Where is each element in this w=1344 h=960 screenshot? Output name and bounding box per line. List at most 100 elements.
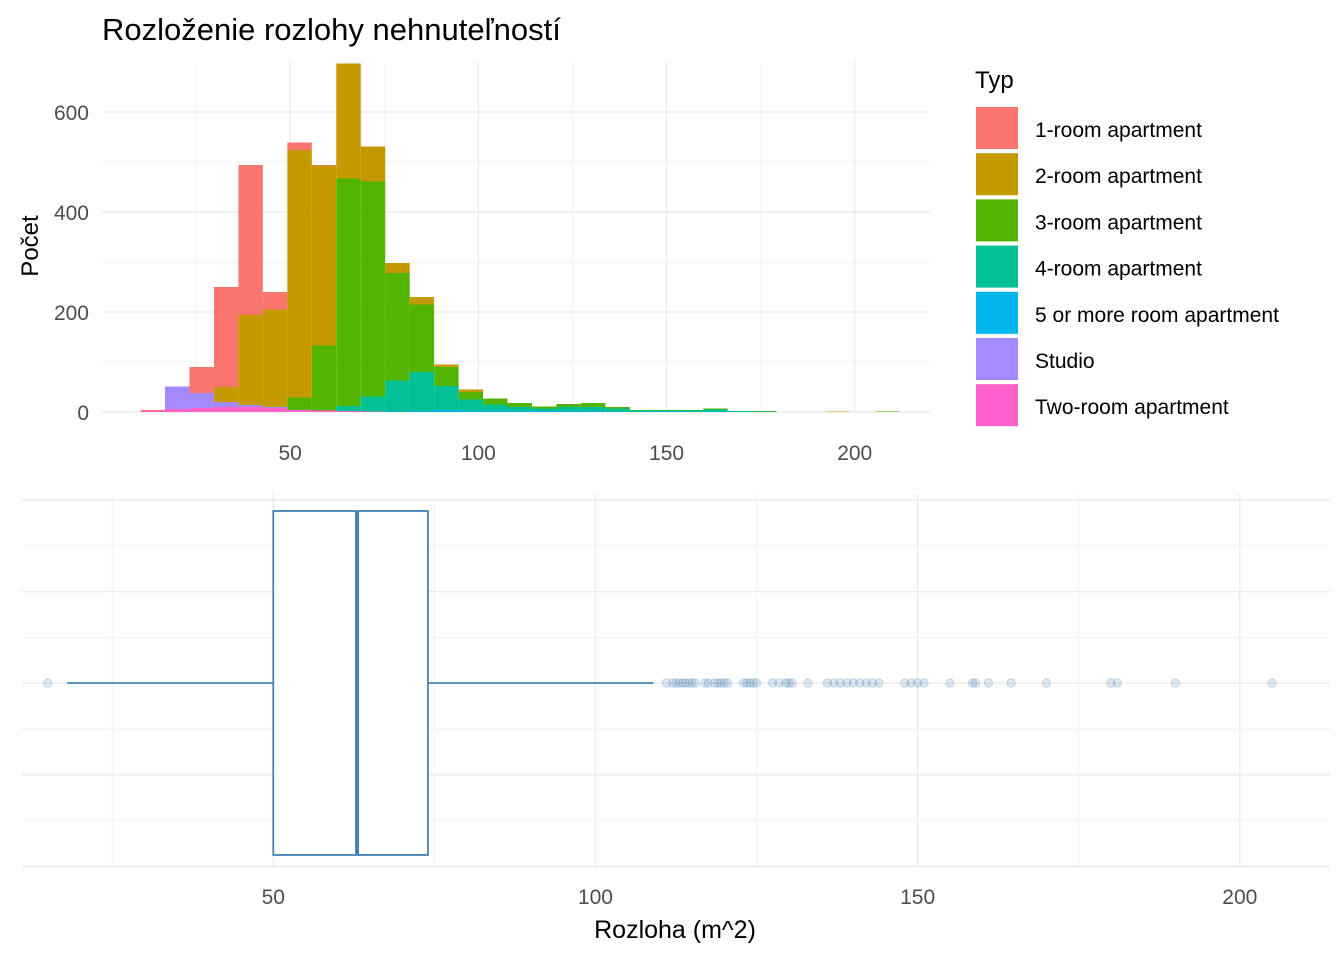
histogram-bar-segment xyxy=(238,315,263,405)
boxplot-outlier-point xyxy=(983,678,994,688)
boxplot-outlier-point xyxy=(681,678,691,688)
histogram-title: Rozloženie rozlohy nehnuteľností xyxy=(102,12,561,47)
boxplot-outlier-point xyxy=(668,678,678,688)
boxplot-outlier-point xyxy=(835,678,845,688)
boxplot-outlier-point xyxy=(751,678,762,688)
histogram-bar-segment xyxy=(678,410,704,411)
histogram-bar-segment xyxy=(507,403,532,407)
histogram-bar-segment xyxy=(531,411,557,412)
histogram-bar-segment xyxy=(629,410,655,411)
boxplot-x-axis-label: Rozloha (m^2) xyxy=(594,916,756,944)
histogram-bar-segment xyxy=(409,411,435,412)
histogram-bar-segment xyxy=(629,410,655,412)
histogram-bar-segment xyxy=(874,411,899,412)
histogram-bar-segment xyxy=(213,402,239,407)
boxplot-outlier-point xyxy=(1041,678,1052,688)
legend-key xyxy=(976,338,1018,380)
histogram-bar-segment xyxy=(238,405,263,407)
histogram-bar-segment xyxy=(458,410,484,412)
histogram-bar-segment xyxy=(189,408,214,412)
boxplot-outlier-point xyxy=(913,678,923,688)
histogram-bar-segment xyxy=(654,411,679,412)
boxplot-outlier-point xyxy=(768,678,778,688)
histogram-bar-segment xyxy=(409,372,435,411)
histogram-bar-segment xyxy=(458,392,484,400)
legend-label: 4-room apartment xyxy=(1035,258,1202,281)
histogram-bar-segment xyxy=(336,63,361,179)
boxplot-outlier-point xyxy=(874,678,884,688)
boxplot-outlier-point xyxy=(43,678,53,688)
histogram-bar-segment xyxy=(189,393,214,408)
histogram-x-tick-label: 200 xyxy=(837,442,872,465)
legend-title: Typ xyxy=(975,67,1014,94)
boxplot-outlier-point xyxy=(855,678,865,688)
boxplot-outlier-point xyxy=(687,678,697,688)
histogram-bar-segment xyxy=(311,345,337,411)
histogram-bar-segment xyxy=(262,292,288,310)
boxplot-outlier-point xyxy=(703,678,713,688)
histogram-bar-segment xyxy=(580,407,606,411)
boxplot-box xyxy=(272,510,429,856)
boxplot-x-tick-label: 100 xyxy=(578,886,613,909)
boxplot-outlier-point xyxy=(748,678,758,688)
histogram-y-tick-label: 400 xyxy=(54,202,89,225)
histogram-y-axis-label: Počet xyxy=(17,215,44,277)
histogram-bar-segment xyxy=(385,380,410,412)
histogram-bar-segment xyxy=(213,387,239,402)
boxplot-outlier-point xyxy=(780,678,791,688)
boxplot-outlier-point xyxy=(1106,678,1116,688)
boxplot-outlier-point xyxy=(739,678,749,688)
boxplot-outlier-point xyxy=(861,678,871,688)
boxplot-outlier-point xyxy=(900,678,910,688)
histogram-bar-segment xyxy=(311,165,337,166)
histogram-x-tick-label: 50 xyxy=(279,442,302,465)
boxplot-outlier-point xyxy=(967,678,977,688)
histogram-bar-segment xyxy=(409,304,435,372)
histogram-bar-segment xyxy=(262,309,288,407)
boxplot-outlier-point xyxy=(684,678,694,688)
histogram-bar-segment xyxy=(287,150,312,398)
boxplot-outlier-point xyxy=(745,678,755,688)
boxplot-outlier-point xyxy=(677,678,688,688)
boxplot xyxy=(67,510,654,856)
histogram-x-tick-label: 100 xyxy=(461,442,496,465)
boxplot-x-tick-label: 150 xyxy=(900,886,935,909)
boxplot-x-tick-label: 200 xyxy=(1222,886,1257,909)
boxplot-outlier-point xyxy=(784,678,794,688)
histogram-x-tick-label: 150 xyxy=(649,442,684,465)
histogram-bar-segment xyxy=(556,411,581,412)
histogram-bar-segment xyxy=(238,165,263,315)
boxplot-outlier-point xyxy=(716,678,726,688)
histogram-bar-segment xyxy=(483,398,508,405)
histogram-bar-segment xyxy=(605,407,630,409)
histogram-bar-segment xyxy=(409,297,435,305)
boxplot-outlier-point xyxy=(848,678,858,688)
histogram-bar-segment xyxy=(752,411,777,412)
histogram-bar-segment xyxy=(165,386,190,409)
boxplot-outlier-point xyxy=(945,678,955,688)
histogram-bar-segment xyxy=(654,410,679,412)
histogram-bar-segment xyxy=(556,407,581,411)
histogram-bar-segment xyxy=(360,411,386,412)
boxplot-outlier-point xyxy=(906,678,916,688)
histogram-bar-segment xyxy=(605,411,630,412)
histogram-bar-segment xyxy=(140,411,166,412)
histogram-bar-segment xyxy=(678,411,704,412)
legend-key xyxy=(976,245,1018,288)
histogram-bar-segment xyxy=(434,410,459,412)
boxplot-outlier-point xyxy=(1112,678,1122,688)
legend-label: 5 or more room apartment xyxy=(1035,304,1279,327)
histogram-bar-segment xyxy=(360,396,386,412)
histogram-bar-segment xyxy=(336,178,361,406)
histogram-y-tick-label: 0 xyxy=(77,402,89,425)
boxplot-outlier-point xyxy=(1006,678,1016,688)
histogram-bar-segment xyxy=(507,411,532,412)
histogram-bar-segment xyxy=(262,407,288,408)
boxplot-outlier-point xyxy=(700,678,710,688)
histogram-x-tick-labels: 50 100 150 200 xyxy=(279,442,873,465)
histogram-bar-segment xyxy=(580,411,606,412)
histogram-bar-segment xyxy=(458,389,484,392)
legend-label: 3-room apartment xyxy=(1035,211,1202,234)
